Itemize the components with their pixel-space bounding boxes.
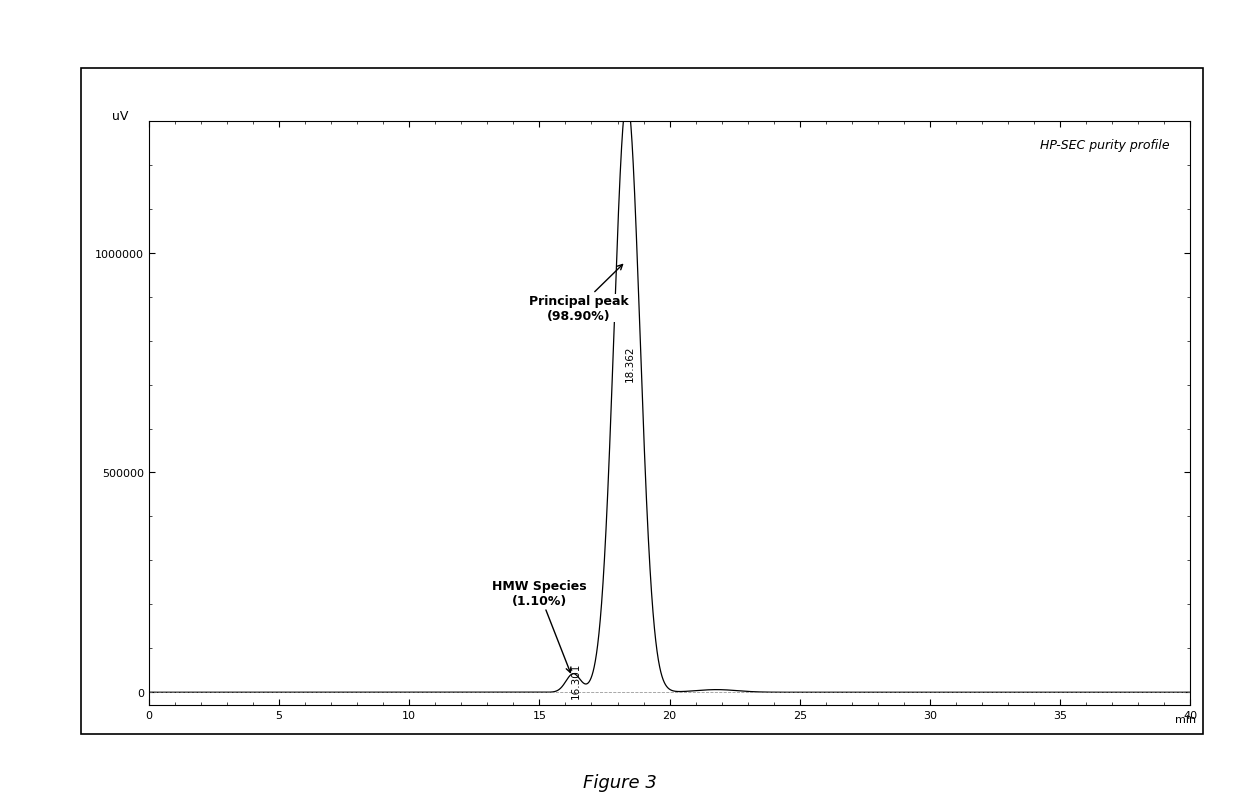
Text: HP-SEC purity profile: HP-SEC purity profile [1040, 139, 1169, 152]
Text: min: min [1176, 714, 1197, 723]
Text: 18.362: 18.362 [625, 345, 635, 381]
Text: 16.301: 16.301 [570, 662, 580, 698]
Text: uV: uV [112, 109, 128, 122]
Text: Principal peak
(98.90%): Principal peak (98.90%) [528, 265, 629, 322]
Text: HMW Species
(1.10%): HMW Species (1.10%) [492, 580, 587, 672]
Text: Figure 3: Figure 3 [583, 773, 657, 791]
